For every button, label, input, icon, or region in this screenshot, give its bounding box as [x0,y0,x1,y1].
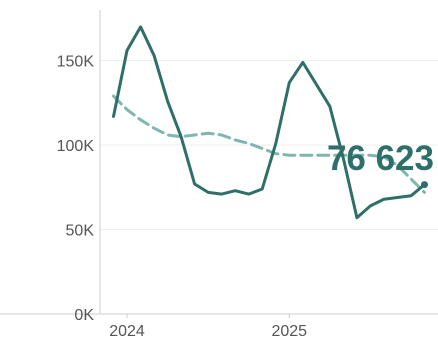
trend-line [112,94,426,194]
series-group [112,25,428,220]
x-tick-labels: 2024 2025 [109,314,307,340]
y-tick-label: 50K [66,223,95,240]
y-tick-label: 100K [57,138,95,155]
y-tick-label: 0K [74,307,94,324]
y-tick-label: 150K [57,54,95,71]
last-value-callout: 76 623 [327,139,434,178]
y-tick-labels: 0K 50K 100K 150K [57,54,95,324]
x-tick-label: 2024 [109,323,145,340]
x-tick-label: 2025 [271,323,307,340]
value-line [112,25,426,220]
last-point-marker [420,181,428,189]
